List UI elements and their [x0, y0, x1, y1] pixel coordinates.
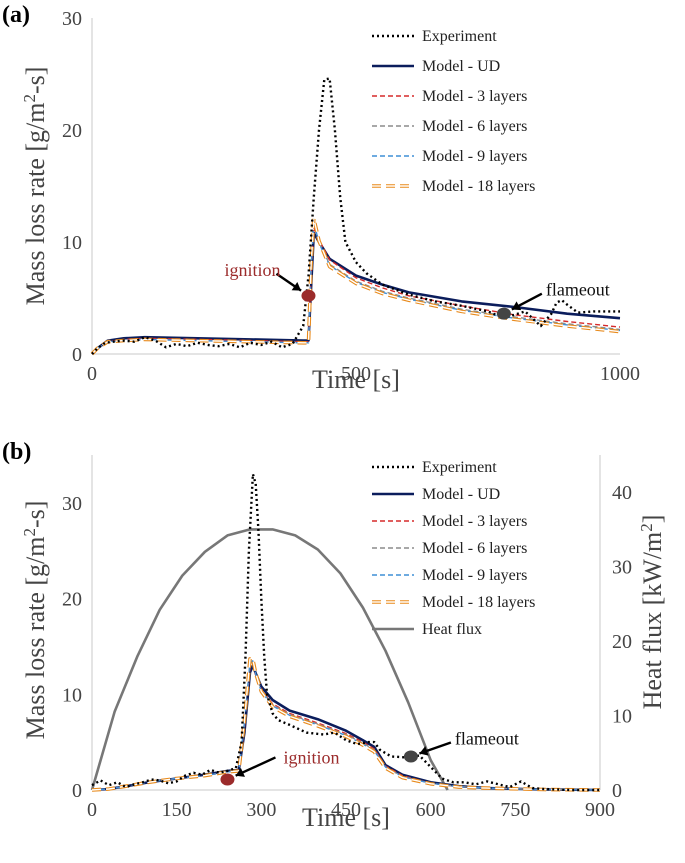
panel-a-ylabel-part2: -s] [21, 67, 50, 94]
panel-b-series [90, 472, 601, 792]
panel-b-x-tick-3: 450 [331, 799, 361, 821]
panel-b-y2-tick-4: 40 [612, 482, 632, 504]
panel-a-ignition-arrowhead [291, 282, 302, 291]
panel-b-legend-label-experiment: Experiment [422, 459, 497, 476]
panel-b-series-model-9-layers [91, 660, 601, 791]
panel-a-legend: Experiment Model - UD Model - 3 layers Mode… [372, 28, 535, 195]
panel-b-y-ticks: 0 10 20 30 [62, 493, 82, 802]
panel-b-x-tick-0: 0 [87, 799, 97, 821]
panel-a-series-model-9-layers [91, 221, 621, 355]
panel-a: (a) 0 10 20 30 0 500 1000 ignition flameout Ex… [2, 2, 640, 394]
panel-a-ignition-marker [301, 289, 316, 302]
panel-a-series-model-6-layers [91, 223, 621, 355]
panel-b-y2label-part2: ] [638, 515, 667, 524]
panel-b-series-model-18-layers [91, 658, 601, 791]
panel-a-legend-label-model-18-layers: Model - 18 layers [422, 178, 535, 195]
panel-b-series-model-18-layers-outline [91, 657, 601, 792]
panel-b-y2-tick-0: 0 [612, 780, 622, 802]
panel-a-x-tick-2: 1000 [600, 363, 640, 385]
panel-b-series-model-6-layers [91, 661, 601, 791]
panel-b-legend-label-heat-flux: Heat flux [422, 621, 482, 638]
panel-a-series [90, 77, 621, 356]
panel-b-y2-ticks: 0 10 20 30 40 [612, 482, 632, 802]
panel-b-y-axis-title: Mass loss rate [g/m2-s] [20, 501, 50, 740]
panel-b-label: (b) [2, 439, 31, 465]
panel-a-legend-label-model-ud: Model - UD [422, 58, 500, 75]
panel-b: (b) 0 10 20 30 0 10 20 30 40 0 150 300 450 600 750 90… [2, 439, 667, 832]
panel-a-flameout-marker [496, 307, 511, 320]
panel-b-series-experiment [91, 472, 600, 792]
panel-b-legend-label-model-6-layers: Model - 6 layers [422, 540, 527, 557]
panel-b-ignition-arrowhead [235, 767, 246, 777]
panel-a-y-tick-3: 30 [62, 8, 82, 30]
panel-b-y-tick-0: 0 [72, 780, 82, 802]
panel-b-y2-tick-2: 20 [612, 631, 632, 653]
panel-b-x-tick-6: 900 [585, 799, 615, 821]
panel-b-x-tick-4: 600 [416, 799, 446, 821]
panel-b-y-tick-2: 20 [62, 589, 82, 611]
panel-b-y2-tick-3: 30 [612, 557, 632, 579]
panel-b-legend-label-model-ud: Model - UD [422, 486, 500, 503]
panel-b-y-tick-3: 30 [62, 493, 82, 515]
panel-b-x-ticks: 0 150 300 450 600 750 900 [87, 799, 615, 821]
panel-a-annotations: ignition flameout [224, 260, 610, 320]
panel-a-y-axis-title: Mass loss rate [g/m2-s] [20, 67, 50, 306]
panel-b-legend-label-model-9-layers: Model - 9 layers [422, 567, 527, 584]
panel-b-legend-label-model-3-layers: Model - 3 layers [422, 513, 527, 530]
panel-b-legend-label-model-18-layers: Model - 18 layers [422, 594, 535, 611]
panel-b-x-tick-2: 300 [246, 799, 276, 821]
panel-a-series-model-18-layers [91, 217, 621, 355]
panel-a-legend-label-model-9-layers: Model - 9 layers [422, 148, 527, 165]
panel-a-x-tick-1: 500 [341, 363, 371, 385]
panel-b-series-heat-flux [90, 528, 449, 791]
panel-a-x-tick-0: 0 [87, 363, 97, 385]
panel-a-ylabel-part1: Mass loss rate [g/m [21, 103, 50, 306]
panel-a-series-model-3-layers [91, 226, 621, 355]
panel-b-x-tick-1: 150 [162, 799, 192, 821]
panel-a-ylabel-superscript: 2 [20, 94, 39, 103]
panel-b-y2-tick-1: 10 [612, 706, 632, 728]
panel-b-y-tick-1: 10 [62, 684, 82, 706]
panel-a-x-ticks: 0 500 1000 [87, 363, 640, 385]
panel-b-series-model-3-layers [91, 663, 601, 791]
panel-b-x-axis-title: Time [s] [302, 803, 390, 832]
panel-a-x-axis-title: Time [s] [312, 365, 400, 394]
panel-b-ylabel-superscript: 2 [20, 528, 39, 537]
panel-b-flameout-label: flameout [455, 729, 519, 749]
panel-b-ignition-marker [220, 773, 235, 786]
panel-a-series-model-18-layers-outline [90, 216, 621, 356]
panel-a-y-tick-1: 10 [62, 232, 82, 254]
panel-a-series-model-ud [91, 231, 621, 355]
panel-a-legend-label-model-6-layers: Model - 6 layers [422, 118, 527, 135]
panel-a-legend-label-model-3-layers: Model - 3 layers [422, 88, 527, 105]
panel-a-label: (a) [2, 2, 30, 28]
panel-b-x-tick-5: 750 [500, 799, 530, 821]
panel-b-y2label-part1: Heat flux [kW/m [638, 532, 667, 710]
panel-b-series-model-ud [91, 664, 601, 792]
panel-b-y2label-superscript: 2 [637, 523, 656, 532]
panel-b-annotations: ignition flameout [220, 729, 519, 786]
panel-b-flameout-marker [403, 750, 418, 763]
panel-b-legend: Experiment Model - UD Model - 3 layers Mode… [372, 459, 535, 638]
panel-a-series-experiment [91, 77, 620, 355]
panel-b-ylabel-part1: Mass loss rate [g/m [21, 537, 50, 740]
panel-b-flameout-arrowhead [419, 746, 429, 756]
panel-a-y-ticks: 0 10 20 30 [62, 8, 82, 366]
panel-a-y-tick-2: 20 [62, 120, 82, 142]
panel-a-flameout-label: flameout [546, 280, 610, 300]
panel-a-flameout-arrowhead [511, 301, 522, 311]
panel-b-ylabel-part2: -s] [21, 501, 50, 528]
panel-b-ignition-label: ignition [283, 747, 339, 767]
panel-a-y-tick-0: 0 [72, 344, 82, 366]
panel-a-ignition-label: ignition [224, 260, 280, 280]
panel-a-legend-label-experiment: Experiment [422, 28, 497, 45]
panel-b-y2-axis-title: Heat flux [kW/m2] [637, 515, 667, 710]
